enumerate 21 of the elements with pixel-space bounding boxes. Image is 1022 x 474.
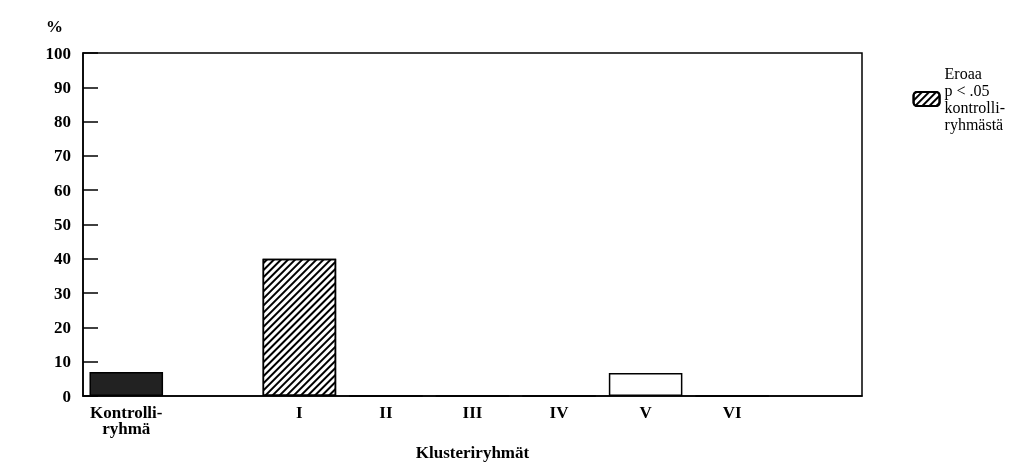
y-tick-label: 60 (54, 180, 71, 200)
x-tick-label: I (296, 402, 304, 422)
x-axis-title: Klusteriryhmät (415, 443, 530, 462)
y-tick-label: 90 (54, 77, 71, 97)
y-tick-label: 10 (54, 352, 71, 372)
y-tick-label: 50 (54, 215, 71, 234)
x-tick-label: III (462, 402, 483, 422)
x-tick-label: II (379, 402, 393, 422)
y-axis-title: % (46, 17, 63, 36)
y-tick-label: 40 (54, 249, 71, 269)
x-tick-label: IV (549, 402, 570, 422)
x-tick-label: V (639, 402, 653, 422)
y-tick-label: 30 (54, 283, 71, 303)
y-tick-label: 100 (45, 43, 71, 63)
legend-label: Eroaa p < .05 kontrolli- ryhmästä (944, 65, 1005, 134)
x-tick-label: Kontrolli- ryhmä (90, 402, 163, 438)
x-tick-label: VI (722, 402, 742, 422)
y-tick-label: 80 (54, 112, 71, 132)
y-tick-label: 0 (62, 386, 71, 406)
y-tick-label: 20 (54, 317, 71, 337)
y-tick-label: 70 (54, 146, 71, 166)
